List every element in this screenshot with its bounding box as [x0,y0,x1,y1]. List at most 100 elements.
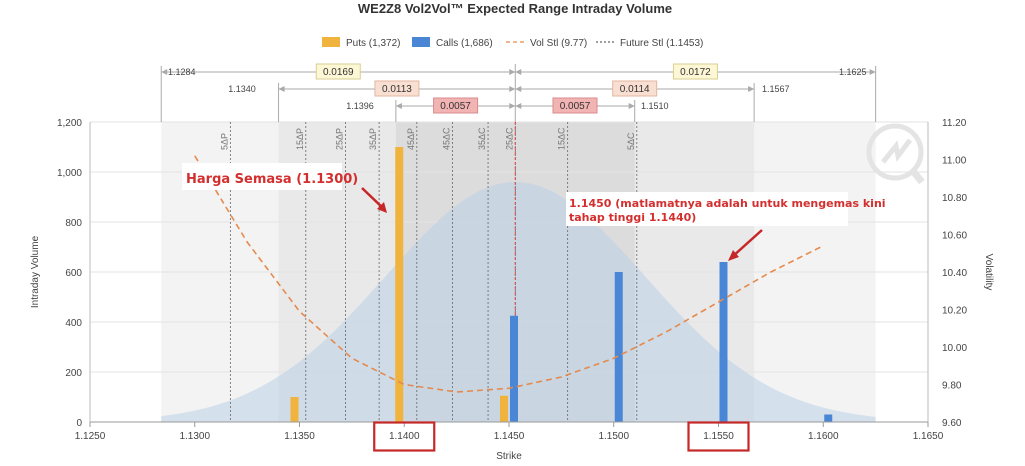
legend-swatch [322,37,340,47]
y-tick-label: 1,000 [57,168,82,179]
range-arrow [509,69,516,75]
legend-label: Puts (1,372) [346,38,400,49]
y-tick-label: 400 [65,318,82,329]
highlight-box [687,421,750,452]
range-box [433,97,479,114]
put-bar [395,147,404,422]
y-tick-label: 800 [65,218,82,229]
y2-tick-label: 9.80 [942,381,962,392]
annotation-target-line1: 1.1450 (matlamatnya adalah untuk mengema… [569,197,886,210]
delta-label: 45ΔC [441,127,451,150]
range-arrow [515,69,522,75]
range-high-label: 1.1510 [641,101,669,111]
delta-label: 35ΔP [368,128,378,150]
x-tick-label: 1.1300 [179,431,210,442]
highlight-box [373,421,436,452]
y2-tick-label: 11.20 [942,118,967,129]
range-box-label: 0.0169 [323,67,354,78]
vol-line [194,155,824,393]
y-tick-label: 200 [65,368,82,379]
delta-label: 45ΔP [406,128,416,150]
highlight-boxes [373,421,750,452]
x-tick-label: 1.1350 [284,431,315,442]
legend-label: Future Stl (1.1453) [620,38,703,49]
y2-tick-label: 10.60 [942,231,967,242]
delta-label: 35ΔC [477,127,487,150]
annotation-current-price: Harga Semasa (1.1300) [186,172,358,187]
logo-watermark [866,123,925,185]
delta-label: 5ΔC [626,132,636,150]
y2-tick-label: 10.20 [942,306,967,317]
x-tick-label: 1.1450 [494,431,525,442]
range-arrow [515,103,522,109]
y2-tick-label: 11.00 [942,156,967,167]
range-arrow [748,86,755,92]
delta-label: 15ΔP [295,128,305,150]
y-tick-label: 1,200 [57,118,82,129]
legend-label: Calls (1,686) [436,38,493,49]
delta-label: 25ΔC [504,127,514,150]
x-tick-label: 1.1500 [598,431,629,442]
delta-lines: 5ΔP 15ΔP 25ΔP 35ΔP 45ΔP 45ΔC 35ΔC 25ΔC 15ΔC 5ΔC [219,122,638,422]
range-box [612,80,658,97]
range-box [672,63,718,80]
range-arrow [869,69,876,75]
range-high-label: 1.1567 [762,84,790,94]
y-tick-label: 0 [76,418,82,429]
range-arrow [278,86,285,92]
range-arrow [628,103,635,109]
legend: Puts (1,372) Calls (1,686) Vol Stl (9.77) F… [322,37,703,49]
range-box-label: 0.0057 [560,101,591,112]
range-arrow [509,86,516,92]
range-box-label: 0.0057 [440,101,471,112]
chart-title: WE2Z8 Vol2Vol™ Expected Range Intraday V… [358,1,672,16]
vol-stl-line [194,155,824,393]
put-bar [290,397,299,422]
range-box [315,63,361,80]
call-bar [614,272,623,422]
y2-tick-label: 10.80 [942,193,967,204]
y2-tick-label: 9.60 [942,418,962,429]
range-arrow [161,69,168,75]
range-low-label: 1.1284 [168,67,196,77]
call-bar [824,414,833,422]
range-arrow [395,103,402,109]
annotation-target-line2: tahap tinggi 1.1440) [569,211,696,224]
x-tick-label: 1.1600 [808,431,839,442]
range-box [374,80,420,97]
distribution-curve [161,182,876,422]
range-high-label: 1.1625 [839,67,867,77]
put-bar [500,395,508,422]
expected-ranges: 1.1284 1.1625 0.0169 0.0172 1.1340 1.1567 0.01… [160,63,877,122]
axes: 1.1250 1.1300 1.1350 1.1400 1.1450 1.1500 1.15… [30,118,994,462]
x-tick-label: 1.1650 [913,431,944,442]
range-arrow [509,103,516,109]
call-bar [510,315,518,422]
range-low-label: 1.1396 [346,101,374,111]
range-box-label: 0.0114 [620,84,650,95]
y-axis-title: Intraday Volume [30,235,41,308]
x-tick-label: 1.1250 [75,431,106,442]
y2-tick-label: 10.40 [942,268,967,279]
x-tick-label: 1.1550 [703,431,734,442]
range-low-label: 1.1340 [228,84,256,94]
range-box [552,97,598,114]
y-tick-label: 600 [65,268,82,279]
range-arrow [515,86,522,92]
annotations: Harga Semasa (1.1300) 1.1450 (matlamatny… [182,163,886,261]
distribution-area [161,182,876,422]
range-box-label: 0.0172 [680,67,711,78]
range-box-label: 0.0113 [382,84,412,95]
y2-tick-label: 10.00 [942,343,967,354]
x-tick-label: 1.1400 [389,431,420,442]
y2-axis-title: Volatility [983,254,994,291]
delta-label: 15ΔC [557,127,567,150]
delta-label: 25ΔP [335,128,345,150]
legend-label: Vol Stl (9.77) [530,38,587,49]
x-axis-title: Strike [496,451,522,462]
bar-marks [290,147,833,422]
legend-swatch [412,37,430,47]
call-bar [719,262,728,422]
delta-label: 5ΔP [219,133,229,150]
